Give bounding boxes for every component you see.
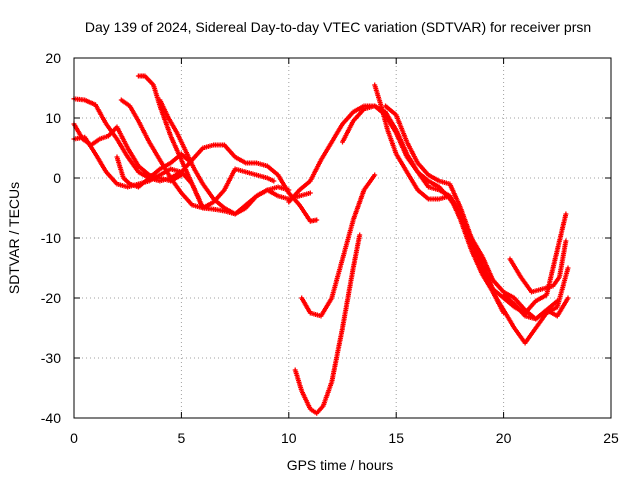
y-tick-label: -20 [41,290,61,306]
x-axis-label: GPS time / hours [287,457,394,473]
x-tick-label: 5 [178,430,186,446]
y-axis-label: SDTVAR / TECUs [6,182,22,294]
series-point-markers [286,103,560,322]
series-line [287,104,559,321]
y-tick-label: 0 [53,170,61,186]
x-tick-label: 0 [70,430,78,446]
series-point-markers [372,82,571,346]
series-arc14 [507,238,569,295]
series-line [341,104,568,315]
grid-lines [74,58,611,418]
y-tick-labels: -40 -30 -20 -10 0 10 20 [41,50,61,426]
series-point-markers [157,97,292,217]
x-tick-label: 25 [603,430,619,446]
series-point-markers [299,172,378,319]
y-tick-label: 10 [45,110,61,126]
x-tick-label: 20 [496,430,512,446]
series-line [72,97,318,223]
series-point-markers [507,238,569,295]
series-point-markers [292,232,363,416]
series-arc10 [292,232,363,416]
series-point-markers [383,103,507,316]
x-tick-label: 15 [388,430,404,446]
series-point-markers [135,73,277,211]
tick-marks [73,57,612,419]
x-tick-labels: 0 5 10 15 20 25 [70,430,619,446]
series-arc7 [157,97,292,217]
y-tick-label: -10 [41,230,61,246]
series-point-markers [501,292,571,322]
series-arc8 [286,103,560,322]
series-layer [71,73,571,416]
x-tick-label: 10 [281,430,297,446]
y-tick-label: 20 [45,50,61,66]
series-point-markers [340,103,569,316]
series-arc12 [372,82,571,346]
series-arc15 [501,292,571,322]
series-line [373,83,570,345]
y-tick-label: -40 [41,410,61,426]
series-arc9 [299,172,378,319]
chart-title: Day 139 of 2024, Sidereal Day-to-day VTE… [85,19,591,35]
series-arc6 [135,73,277,211]
y-tick-label: -30 [41,350,61,366]
series-arc13 [383,103,507,316]
series-arc11 [340,103,569,316]
